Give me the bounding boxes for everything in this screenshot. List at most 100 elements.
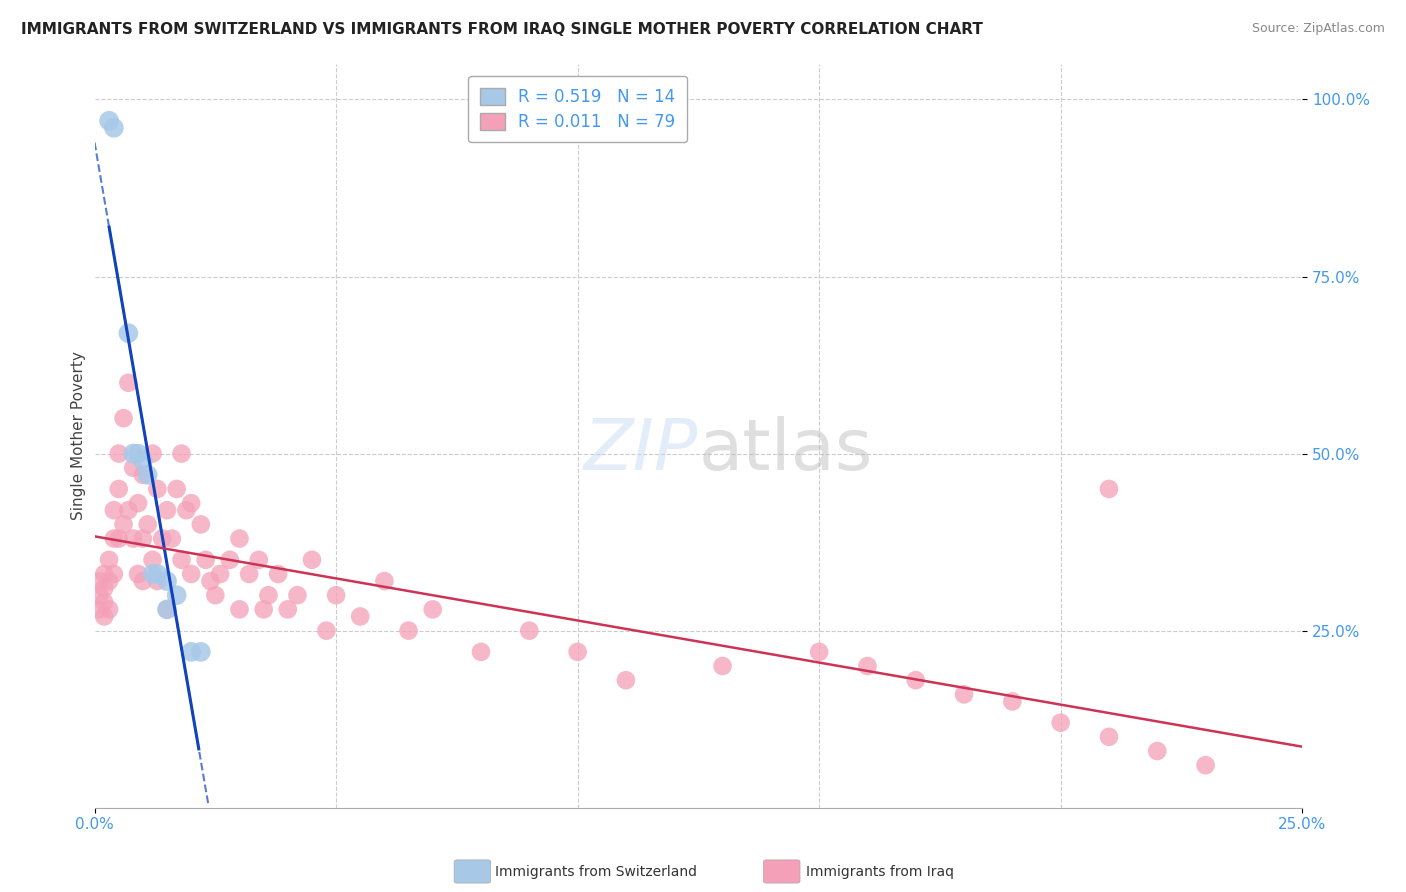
Point xyxy=(238,566,260,581)
Legend: R = 0.519   N = 14, R = 0.011   N = 79: R = 0.519 N = 14, R = 0.011 N = 79 xyxy=(468,76,688,143)
Point xyxy=(103,566,125,581)
Point xyxy=(567,645,589,659)
Point xyxy=(132,532,155,546)
Y-axis label: Single Mother Poverty: Single Mother Poverty xyxy=(72,351,86,520)
Point xyxy=(1049,715,1071,730)
Point xyxy=(141,446,163,460)
Text: Source: ZipAtlas.com: Source: ZipAtlas.com xyxy=(1251,22,1385,36)
Point xyxy=(166,482,188,496)
Point xyxy=(127,566,149,581)
Point xyxy=(711,659,734,673)
Point xyxy=(122,532,145,546)
Point xyxy=(470,645,492,659)
Point xyxy=(98,602,121,616)
Point xyxy=(107,482,129,496)
Point xyxy=(132,467,155,482)
Point xyxy=(190,517,212,532)
Point xyxy=(89,574,111,588)
Point xyxy=(117,376,139,390)
Point xyxy=(194,553,217,567)
Point xyxy=(349,609,371,624)
Point xyxy=(614,673,637,688)
Point xyxy=(117,503,139,517)
Point xyxy=(301,553,323,567)
Point xyxy=(112,411,135,425)
Point xyxy=(103,532,125,546)
Point xyxy=(93,595,115,609)
Point xyxy=(204,588,226,602)
Point xyxy=(103,120,125,135)
Point xyxy=(156,574,179,588)
Point xyxy=(170,553,193,567)
Text: Immigrants from Iraq: Immigrants from Iraq xyxy=(806,865,953,880)
Point xyxy=(267,566,290,581)
Text: atlas: atlas xyxy=(699,417,873,485)
Text: ZIP: ZIP xyxy=(583,417,699,485)
Point xyxy=(93,566,115,581)
Point xyxy=(1098,482,1121,496)
Point xyxy=(146,566,169,581)
Point xyxy=(160,532,183,546)
Point xyxy=(127,496,149,510)
Point xyxy=(904,673,927,688)
Point xyxy=(122,460,145,475)
Point xyxy=(146,482,169,496)
Point xyxy=(156,503,179,517)
Point xyxy=(228,602,250,616)
Point xyxy=(1146,744,1168,758)
Point xyxy=(209,566,232,581)
Point xyxy=(253,602,276,616)
Point xyxy=(166,588,188,602)
Point xyxy=(89,588,111,602)
Point xyxy=(93,609,115,624)
Point xyxy=(146,574,169,588)
Point xyxy=(136,517,159,532)
Point xyxy=(103,503,125,517)
Point xyxy=(98,553,121,567)
Text: Immigrants from Switzerland: Immigrants from Switzerland xyxy=(495,865,697,880)
Point xyxy=(287,588,309,602)
Point xyxy=(93,581,115,595)
Point xyxy=(517,624,540,638)
Text: IMMIGRANTS FROM SWITZERLAND VS IMMIGRANTS FROM IRAQ SINGLE MOTHER POVERTY CORREL: IMMIGRANTS FROM SWITZERLAND VS IMMIGRANT… xyxy=(21,22,983,37)
Point xyxy=(247,553,270,567)
Point xyxy=(89,602,111,616)
Point xyxy=(156,602,179,616)
Point xyxy=(150,532,173,546)
Point xyxy=(170,446,193,460)
Point xyxy=(1001,694,1024,708)
Point xyxy=(808,645,831,659)
Point xyxy=(218,553,240,567)
Point xyxy=(180,496,202,510)
Point xyxy=(325,588,347,602)
Point xyxy=(156,602,179,616)
Point xyxy=(117,326,139,341)
Point xyxy=(98,574,121,588)
Point xyxy=(176,503,198,517)
Point xyxy=(856,659,879,673)
Point xyxy=(132,574,155,588)
Point xyxy=(112,517,135,532)
Point xyxy=(228,532,250,546)
Point xyxy=(422,602,444,616)
Point xyxy=(953,687,976,701)
Point xyxy=(315,624,337,638)
Point xyxy=(277,602,299,616)
Point xyxy=(257,588,280,602)
Point xyxy=(373,574,395,588)
Point xyxy=(107,446,129,460)
Point xyxy=(141,566,163,581)
Point xyxy=(1194,758,1216,772)
Point xyxy=(122,446,145,460)
Point xyxy=(141,553,163,567)
Point xyxy=(180,645,202,659)
Point xyxy=(132,453,155,467)
Point xyxy=(136,467,159,482)
Point xyxy=(98,113,121,128)
Point xyxy=(200,574,222,588)
Point xyxy=(398,624,420,638)
Point xyxy=(180,566,202,581)
Point xyxy=(107,532,129,546)
Point xyxy=(190,645,212,659)
Point xyxy=(1098,730,1121,744)
